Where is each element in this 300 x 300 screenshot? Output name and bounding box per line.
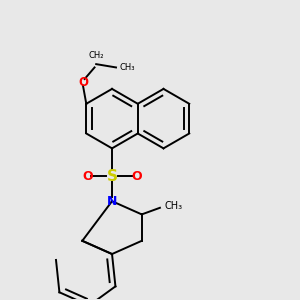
Text: O: O	[78, 76, 88, 89]
Text: CH₃: CH₃	[119, 63, 135, 72]
Text: N: N	[107, 195, 117, 208]
Text: CH₃: CH₃	[165, 201, 183, 211]
Text: S: S	[106, 169, 118, 184]
Text: CH₂: CH₂	[88, 51, 104, 60]
Text: O: O	[82, 170, 93, 183]
Text: O: O	[131, 170, 142, 183]
